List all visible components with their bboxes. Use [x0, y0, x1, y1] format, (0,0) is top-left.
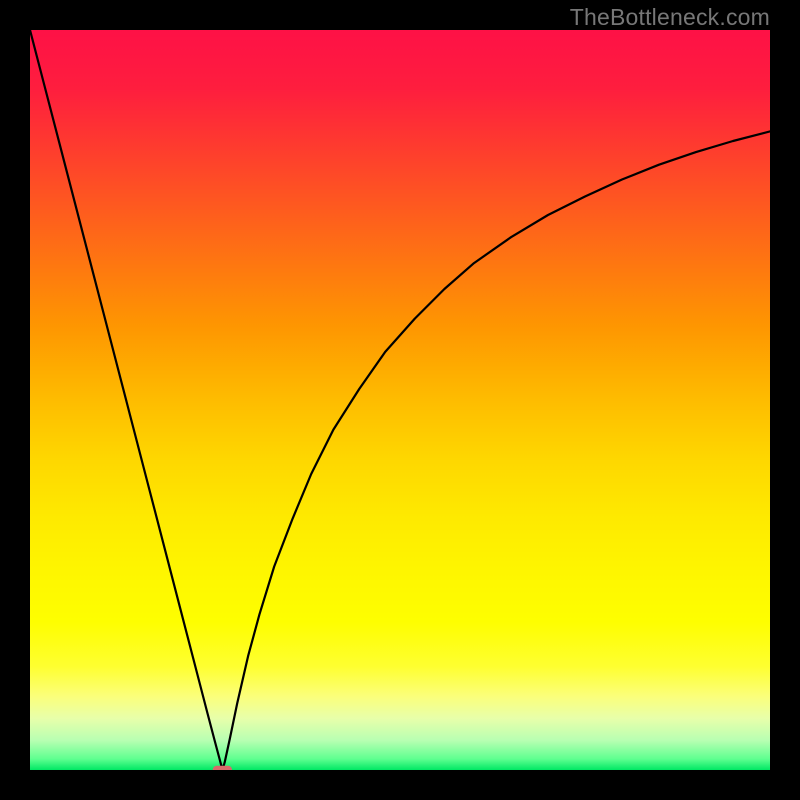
- watermark-text: TheBottleneck.com: [570, 4, 770, 31]
- plot-area: [30, 30, 770, 774]
- chart-container: TheBottleneck.com: [0, 0, 800, 800]
- plot-background-gradient: [30, 30, 770, 770]
- chart-svg: [0, 0, 800, 800]
